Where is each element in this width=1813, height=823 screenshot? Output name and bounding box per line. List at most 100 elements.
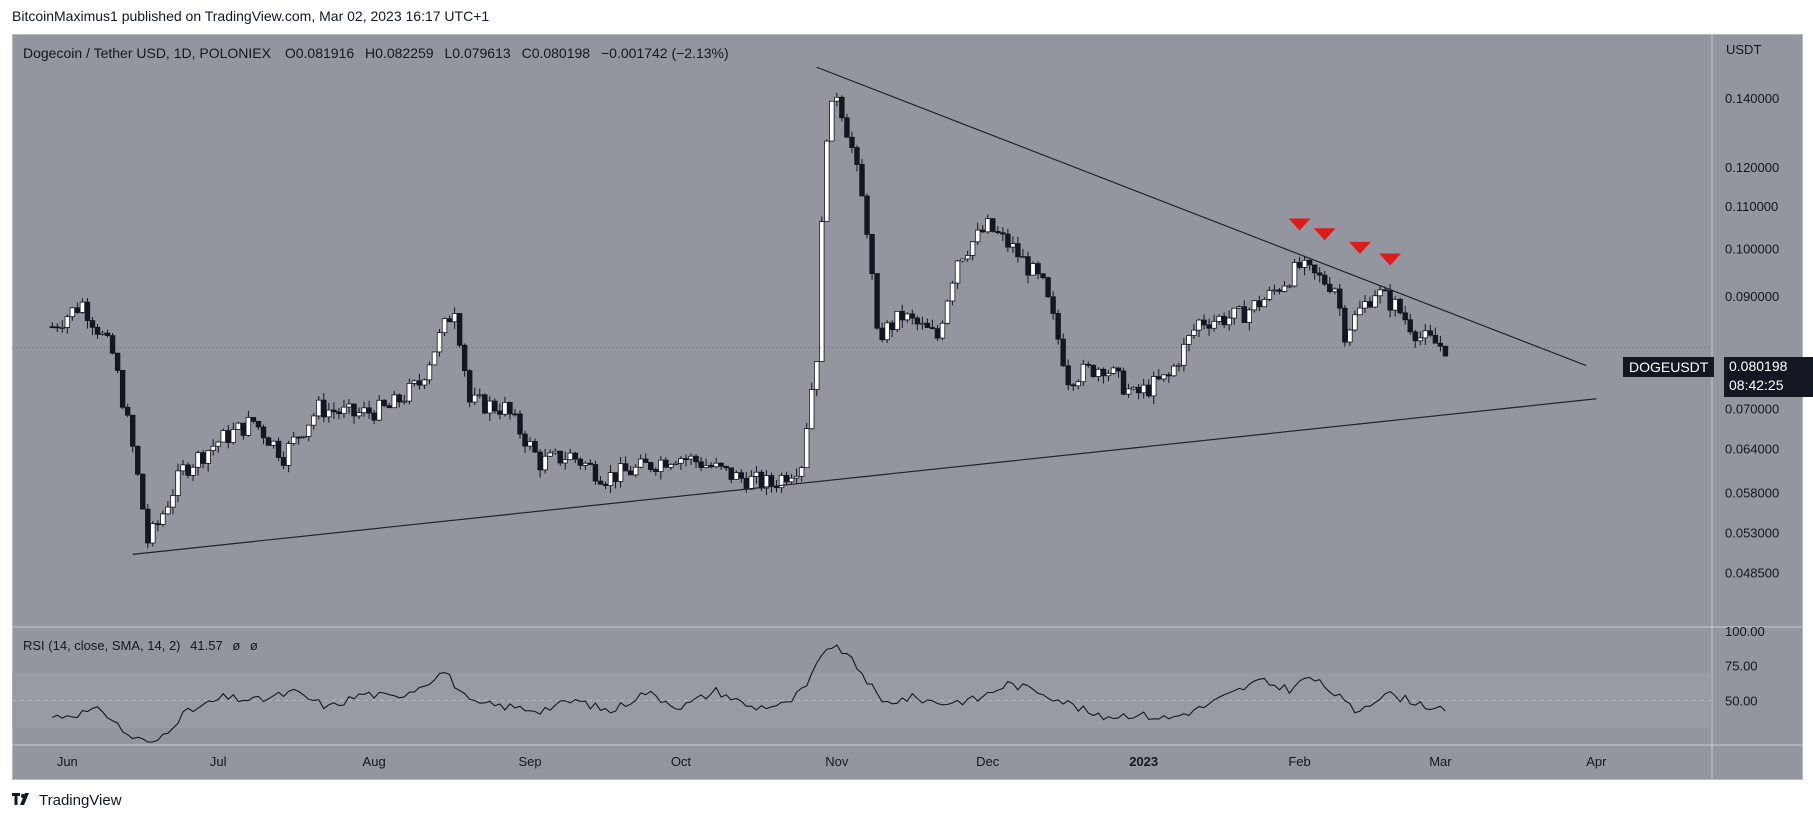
candle-body [1382, 289, 1388, 292]
candle-body [502, 402, 508, 415]
x-tick-label: Aug [363, 754, 386, 769]
candle-body [376, 399, 382, 421]
candle-body [1055, 313, 1061, 340]
candle-body [1080, 363, 1087, 383]
candle-body [854, 147, 860, 165]
candle-body [1186, 335, 1192, 345]
y-tick-label: 0.053000 [1725, 526, 1779, 541]
y-tick-label: 0.120000 [1725, 160, 1779, 175]
candle-body [1301, 259, 1308, 268]
candle-body [537, 451, 543, 471]
candle-body [683, 458, 689, 460]
candle-body [1176, 364, 1182, 367]
candle-body [396, 394, 402, 403]
candle-body [1256, 300, 1263, 308]
y-tick-label: 0.140000 [1725, 91, 1779, 106]
candle-body [59, 326, 65, 329]
candle-body [728, 467, 734, 480]
candle-body [688, 455, 694, 460]
candle-body [768, 475, 775, 487]
candle-body [678, 458, 684, 464]
tradingview-logo-icon [12, 792, 34, 809]
candle-body [1010, 243, 1016, 248]
candle-body [1075, 381, 1081, 387]
candle-body [829, 100, 835, 142]
candle-body [592, 464, 599, 482]
candle-body [1291, 262, 1298, 287]
candle-body [798, 467, 805, 477]
candle-body [301, 435, 307, 438]
candle-body [909, 313, 915, 319]
candle-body [135, 445, 141, 475]
candle-body [306, 424, 312, 437]
x-tick-label: 2023 [1129, 754, 1158, 769]
candle-body [235, 422, 242, 430]
candle-body [351, 403, 357, 417]
candle-body [1035, 263, 1041, 275]
candle-body [572, 452, 579, 460]
candle-body [899, 310, 905, 321]
legend-symbol[interactable]: Dogecoin / Tether USD, 1D, POLONIEX [23, 45, 271, 61]
legend-open-label: O [284, 45, 296, 61]
candle-body [1181, 343, 1187, 366]
candle-body [1050, 296, 1056, 314]
symbol-legend: Dogecoin / Tether USD, 1D, POLONIEX O 0.0… [23, 45, 736, 61]
footer-brand[interactable]: TradingView [12, 792, 122, 809]
candle-body [1417, 337, 1423, 342]
candle-body [411, 380, 418, 384]
rejection-marker [1379, 253, 1402, 266]
candle-body [124, 406, 131, 416]
price-scale-currency[interactable]: USDT [1726, 42, 1762, 57]
candle-body [416, 380, 423, 386]
candle-body [607, 472, 614, 486]
candle-body [185, 464, 191, 476]
candle-body [140, 473, 146, 510]
candle-body [225, 430, 231, 443]
bar-countdown: 08:42:25 [1729, 377, 1784, 393]
legend-close-value: 0.080198 [531, 45, 591, 61]
candle-body [703, 465, 709, 468]
candle-body [627, 470, 634, 476]
candle-body [990, 218, 996, 232]
candle-body [1422, 330, 1429, 339]
candle-body [637, 458, 644, 468]
candle-body [130, 414, 136, 447]
candle-body [426, 364, 433, 381]
candle-body [1130, 386, 1137, 390]
candle-body [1115, 367, 1122, 372]
candle-body [643, 458, 649, 463]
rejection-marker [1313, 228, 1336, 241]
candle-body [1070, 384, 1076, 387]
last-price-tag: 0.080198 08:42:25 [1724, 357, 1813, 397]
rejection-marker [1348, 241, 1371, 254]
x-tick-label: Jun [57, 754, 78, 769]
candle-body [980, 229, 986, 233]
candle-body [451, 313, 458, 323]
candle-body [718, 462, 724, 467]
candle-body [738, 472, 744, 479]
rsi-label[interactable]: RSI (14, close, SMA, 14, 2) [23, 638, 181, 653]
candle-body [1372, 295, 1378, 308]
candle-body [934, 328, 941, 339]
candle-body [1236, 306, 1242, 309]
candle-body [1161, 374, 1167, 380]
candle-body [1407, 319, 1413, 333]
chart-frame[interactable] [12, 34, 1803, 780]
candle-body [708, 465, 714, 468]
candle-body [1025, 256, 1031, 276]
candle-body [1296, 262, 1303, 268]
candle-body [874, 273, 880, 329]
candle-body [472, 394, 478, 403]
candle-body [1231, 307, 1237, 319]
candle-body [1206, 324, 1212, 329]
candle-body [964, 255, 971, 260]
candle-body [1040, 273, 1046, 279]
candle-body [1201, 319, 1207, 326]
candle-body [723, 465, 729, 469]
candle-body [391, 394, 397, 409]
candle-body [653, 469, 659, 472]
candle-body [160, 513, 166, 525]
candle-body [255, 420, 262, 428]
candle-body [1065, 365, 1071, 386]
